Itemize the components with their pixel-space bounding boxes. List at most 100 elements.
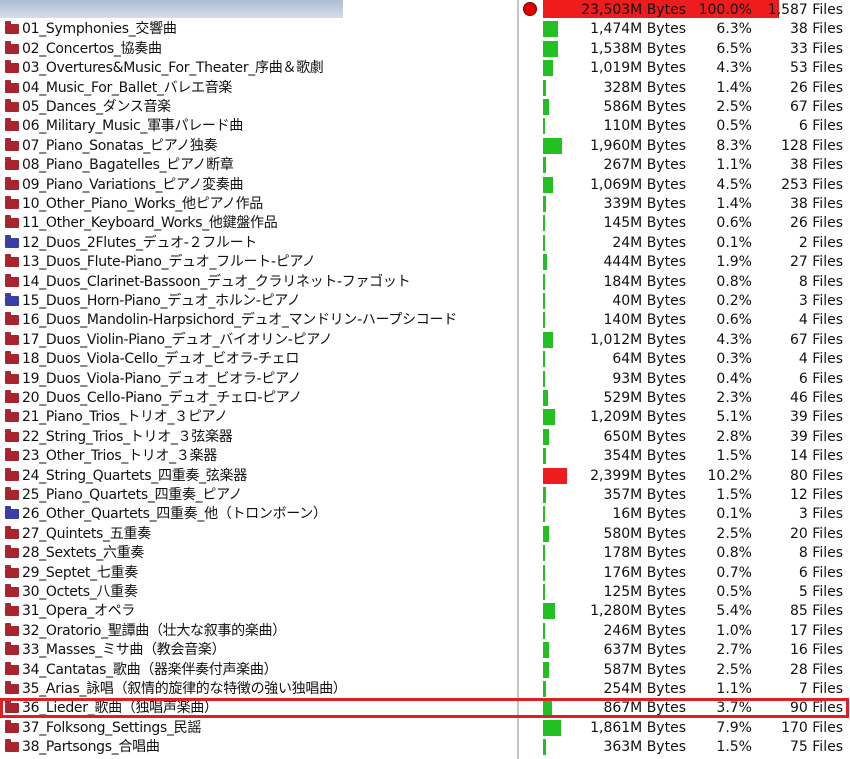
folder-row[interactable]: 06_Military_Music_軍事パレード曲 [0, 116, 517, 135]
size-row[interactable]: 24M Bytes 0.1% 2 Files [519, 233, 850, 252]
size-row[interactable]: 1,861M Bytes 7.9% 170 Files [519, 718, 850, 737]
folder-row[interactable]: 13_Duos_Flute-Piano_デュオ_フルート-ピアノ [0, 252, 517, 271]
size-row[interactable]: 140M Bytes 0.6% 4 Files [519, 310, 850, 329]
size-row[interactable]: 246M Bytes 1.0% 17 Files [519, 621, 850, 640]
size-percent: 4.5% [716, 176, 752, 193]
root-folder-row[interactable] [0, 0, 343, 18]
file-count: 20 Files [790, 525, 843, 542]
size-row[interactable]: 354M Bytes 1.5% 14 Files [519, 446, 850, 465]
size-percent: 0.8% [716, 273, 752, 290]
folder-row[interactable]: 32_Oratorio_聖譚曲（壮大な叙事的楽曲） [0, 621, 517, 640]
size-row[interactable]: 867M Bytes 3.7% 90 Files [519, 698, 850, 717]
folder-row[interactable]: 04_Music_For_Ballet_バレエ音楽 [0, 78, 517, 97]
size-row[interactable]: 267M Bytes 1.1% 38 Files [519, 155, 850, 174]
size-row[interactable]: 1,538M Bytes 6.5% 33 Files [519, 39, 850, 58]
folder-row[interactable]: 09_Piano_Variations_ピアノ変奏曲 [0, 175, 517, 194]
size-row[interactable]: 64M Bytes 0.3% 4 Files [519, 349, 850, 368]
folder-row[interactable]: 16_Duos_Mandolin-Harpsichord_デュオ_マンドリン-ハ… [0, 310, 517, 329]
file-count: 26 Files [790, 79, 843, 96]
size-bar [543, 700, 552, 717]
size-list[interactable]: 23,503M Bytes 100.0% 1,587 Files 1,474M … [519, 0, 850, 759]
folder-row[interactable]: 11_Other_Keyboard_Works_他鍵盤作品 [0, 213, 517, 232]
size-percent: 1.0% [716, 622, 752, 639]
folder-row[interactable]: 17_Duos_Violin-Piano_デュオ_バイオリン-ピアノ [0, 330, 517, 349]
size-row[interactable]: 357M Bytes 1.5% 12 Files [519, 485, 850, 504]
folder-name: 29_Septet_七重奏 [22, 564, 138, 581]
folder-row[interactable]: 36_Lieder_歌曲（独唱声楽曲） [0, 698, 517, 717]
folder-row[interactable]: 15_Duos_Horn-Piano_デュオ_ホルン-ピアノ [0, 291, 517, 310]
size-row[interactable]: 1,019M Bytes 4.3% 53 Files [519, 58, 850, 77]
folder-icon [5, 583, 19, 597]
size-row[interactable]: 254M Bytes 1.1% 7 Files [519, 679, 850, 698]
folder-row[interactable]: 12_Duos_2Flutes_デュオ-２フルート [0, 233, 517, 252]
folder-row[interactable]: 21_Piano_Trios_トリオ_３ピアノ [0, 407, 517, 426]
folder-row[interactable]: 26_Other_Quartets_四重奏_他（トロンボーン） [0, 504, 517, 523]
folder-tree[interactable]: 01_Symphonies_交響曲 02_Concertos_協奏曲 03_Over… [0, 0, 517, 759]
folder-row[interactable]: 14_Duos_Clarinet-Bassoon_デュオ_クラリネット-ファゴッ… [0, 272, 517, 291]
size-row[interactable]: 16M Bytes 0.1% 3 Files [519, 504, 850, 523]
size-row[interactable]: 110M Bytes 0.5% 6 Files [519, 116, 850, 135]
folder-row[interactable]: 34_Cantatas_歌曲（器楽伴奏付声楽曲） [0, 660, 517, 679]
folder-row[interactable]: 29_Septet_七重奏 [0, 563, 517, 582]
size-row[interactable]: 93M Bytes 0.4% 6 Files [519, 369, 850, 388]
size-bytes: 64M Bytes [612, 351, 686, 368]
size-row[interactable]: 125M Bytes 0.5% 5 Files [519, 582, 850, 601]
folder-name: 26_Other_Quartets_四重奏_他（トロンボーン） [22, 506, 327, 523]
size-percent: 0.1% [716, 234, 752, 251]
folder-row[interactable]: 05_Dances_ダンス音楽 [0, 97, 517, 116]
folder-name: 11_Other_Keyboard_Works_他鍵盤作品 [22, 215, 278, 232]
size-row[interactable]: 145M Bytes 0.6% 26 Files [519, 213, 850, 232]
size-row[interactable]: 587M Bytes 2.5% 28 Files [519, 660, 850, 679]
size-bar [543, 40, 558, 57]
folder-row[interactable]: 33_Masses_ミサ曲（教会音楽） [0, 640, 517, 659]
folder-row[interactable]: 23_Other_Trios_トリオ_３楽器 [0, 446, 517, 465]
size-row[interactable]: 1,280M Bytes 5.4% 85 Files [519, 601, 850, 620]
size-row[interactable]: 184M Bytes 0.8% 8 Files [519, 272, 850, 291]
size-row[interactable]: 586M Bytes 2.5% 67 Files [519, 97, 850, 116]
folder-row[interactable]: 19_Duos_Viola-Piano_デュオ_ビオラ-ピアノ [0, 369, 517, 388]
size-row[interactable]: 2,399M Bytes 10.2% 80 Files [519, 466, 850, 485]
folder-row[interactable]: 28_Sextets_六重奏 [0, 543, 517, 562]
size-row[interactable]: 1,209M Bytes 5.1% 39 Files [519, 407, 850, 426]
size-bytes: 184M Bytes [603, 273, 686, 290]
size-row[interactable]: 178M Bytes 0.8% 8 Files [519, 543, 850, 562]
folder-row[interactable]: 08_Piano_Bagatelles_ピアノ断章 [0, 155, 517, 174]
size-row[interactable]: 529M Bytes 2.3% 46 Files [519, 388, 850, 407]
folder-row[interactable]: 01_Symphonies_交響曲 [0, 19, 517, 38]
size-row[interactable]: 1,012M Bytes 4.3% 67 Files [519, 330, 850, 349]
folder-icon [5, 622, 19, 636]
size-row[interactable]: 40M Bytes 0.2% 3 Files [519, 291, 850, 310]
size-row[interactable]: 328M Bytes 1.4% 26 Files [519, 78, 850, 97]
folder-row[interactable]: 22_String_Trios_トリオ_３弦楽器 [0, 427, 517, 446]
total-row[interactable]: 23,503M Bytes 100.0% 1,587 Files [519, 0, 850, 19]
size-bytes: 363M Bytes [603, 739, 686, 756]
folder-row[interactable]: 27_Quintets_五重奏 [0, 524, 517, 543]
size-row[interactable]: 176M Bytes 0.7% 6 Files [519, 563, 850, 582]
folder-row[interactable]: 03_Overtures&Music_For_Theater_序曲＆歌劇 [0, 58, 517, 77]
size-percent: 3.7% [716, 700, 752, 717]
size-row[interactable]: 580M Bytes 2.5% 20 Files [519, 524, 850, 543]
size-bytes: 444M Bytes [603, 254, 686, 271]
folder-row[interactable]: 31_Opera_オペラ [0, 601, 517, 620]
size-row[interactable]: 339M Bytes 1.4% 38 Files [519, 194, 850, 213]
folder-row[interactable]: 37_Folksong_Settings_民謡 [0, 718, 517, 737]
folder-row[interactable]: 30_Octets_八重奏 [0, 582, 517, 601]
folder-row[interactable]: 24_String_Quartets_四重奏_弦楽器 [0, 466, 517, 485]
size-row[interactable]: 1,474M Bytes 6.3% 38 Files [519, 19, 850, 38]
size-row[interactable]: 637M Bytes 2.7% 16 Files [519, 640, 850, 659]
size-bar [543, 642, 549, 659]
pane-divider[interactable] [517, 0, 519, 759]
folder-row[interactable]: 25_Piano_Quartets_四重奏_ピアノ [0, 485, 517, 504]
folder-row[interactable]: 38_Partsongs_合唱曲 [0, 737, 517, 756]
size-row[interactable]: 1,069M Bytes 4.5% 253 Files [519, 175, 850, 194]
folder-row[interactable]: 20_Duos_Cello-Piano_デュオ_チェロ-ピアノ [0, 388, 517, 407]
size-row[interactable]: 650M Bytes 2.8% 39 Files [519, 427, 850, 446]
size-row[interactable]: 363M Bytes 1.5% 75 Files [519, 737, 850, 756]
folder-row[interactable]: 18_Duos_Viola-Cello_デュオ_ビオラ-チェロ [0, 349, 517, 368]
folder-row[interactable]: 02_Concertos_協奏曲 [0, 39, 517, 58]
folder-row[interactable]: 07_Piano_Sonatas_ピアノ独奏 [0, 136, 517, 155]
size-row[interactable]: 444M Bytes 1.9% 27 Files [519, 252, 850, 271]
folder-row[interactable]: 10_Other_Piano_Works_他ピアノ作品 [0, 194, 517, 213]
size-row[interactable]: 1,960M Bytes 8.3% 128 Files [519, 136, 850, 155]
folder-row[interactable]: 35_Arias_詠唱（叙情的旋律的な特徴の強い独唱曲） [0, 679, 517, 698]
